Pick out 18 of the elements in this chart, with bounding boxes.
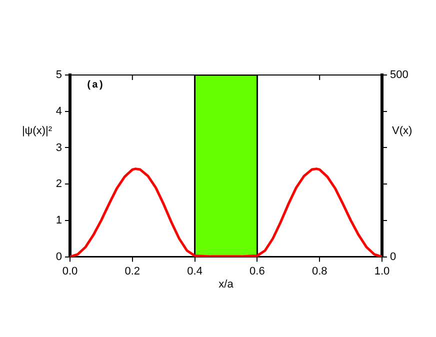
x-tick-label: 0.4 (187, 265, 202, 278)
y-tick-label: 0 (56, 250, 62, 263)
annotation: (a) (86, 80, 104, 92)
y2-axis-title: V(x) (392, 124, 412, 137)
x-tick-label: 0.8 (312, 265, 328, 278)
y-tick-label: 4 (56, 105, 62, 118)
y-tick-label: 2 (56, 178, 62, 190)
x-tick-label: 0.0 (62, 265, 78, 278)
y2-tick-label: 0 (390, 250, 396, 263)
y-tick-label: 5 (56, 69, 62, 82)
y2-tick-label: 500 (390, 69, 408, 82)
y-axis-title: |ψ(x)|² (22, 124, 52, 137)
y-tick-label: 1 (56, 214, 62, 226)
x-tick-label: 0.6 (250, 265, 265, 278)
x-axis-title: x/a (218, 278, 234, 290)
x-tick-label: 1.0 (374, 265, 390, 278)
y-tick-label: 3 (56, 142, 62, 154)
x-tick-label: 0.2 (124, 265, 140, 278)
